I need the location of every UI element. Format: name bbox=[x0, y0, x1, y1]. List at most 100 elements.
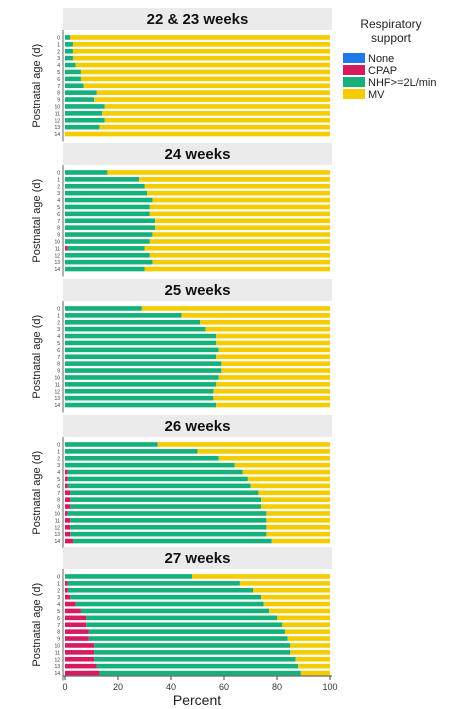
y-tick-label: 9 bbox=[57, 233, 60, 239]
y-tick-label: 5 bbox=[57, 205, 60, 211]
legend-label: CPAP bbox=[368, 65, 397, 77]
bar-nhf bbox=[72, 538, 272, 544]
bar-mv bbox=[155, 218, 330, 224]
bar-nhf bbox=[86, 622, 283, 628]
bar-cpap bbox=[65, 511, 68, 516]
y-tick-label: 14 bbox=[54, 267, 60, 273]
bar-cpap bbox=[65, 581, 68, 586]
y-tick-label: 8 bbox=[57, 226, 60, 232]
bar-mv bbox=[295, 656, 330, 662]
bar-nhf bbox=[65, 124, 100, 130]
bar-mv bbox=[149, 204, 330, 210]
y-tick-label: 6 bbox=[57, 348, 60, 354]
bar-nhf bbox=[65, 368, 222, 373]
y-tick-label: 12 bbox=[54, 657, 60, 663]
bar-nhf bbox=[65, 104, 105, 109]
y-tick-label: 1 bbox=[57, 42, 60, 48]
legend: Respiratory support NoneCPAPNHF>=2L/minM… bbox=[343, 17, 436, 101]
bar-cpap bbox=[65, 594, 71, 600]
bar-mv bbox=[213, 388, 330, 394]
bar-nhf bbox=[65, 319, 201, 325]
y-tick-label: 2 bbox=[57, 320, 60, 326]
y-tick-label: 5 bbox=[57, 70, 60, 76]
bar-nhf bbox=[99, 670, 301, 676]
y-tick-label: 14 bbox=[54, 671, 60, 677]
y-tick-label: 5 bbox=[57, 609, 60, 615]
y-tick-label: 3 bbox=[57, 191, 60, 197]
bar-cpap bbox=[65, 483, 68, 489]
bar-mv bbox=[277, 615, 330, 621]
bar-mv bbox=[144, 266, 330, 272]
bar-nhf bbox=[80, 608, 270, 614]
bar-nhf bbox=[65, 211, 150, 217]
bar-mv bbox=[157, 442, 330, 447]
y-axis-label: Postnatal age (d) bbox=[31, 451, 43, 535]
bar-mv bbox=[221, 361, 330, 366]
bar-mv bbox=[80, 69, 331, 75]
y-tick-label: 10 bbox=[54, 375, 60, 381]
y-tick-label: 10 bbox=[54, 511, 60, 517]
legend-title-line-1: Respiratory bbox=[360, 17, 421, 31]
bar-nhf bbox=[96, 663, 299, 669]
y-tick-label: 0 bbox=[57, 574, 60, 580]
panel-title: 25 weeks bbox=[165, 282, 231, 299]
bar-nhf bbox=[75, 601, 264, 607]
bar-cpap bbox=[65, 524, 71, 530]
y-tick-label: 9 bbox=[57, 369, 60, 375]
bar-mv bbox=[282, 622, 330, 628]
bar-mv bbox=[152, 232, 330, 237]
bar-nhf bbox=[65, 313, 182, 318]
panel-strip bbox=[63, 547, 332, 569]
bar-nhf bbox=[65, 382, 217, 387]
bar-mv bbox=[263, 601, 330, 607]
bar-nhf bbox=[70, 531, 267, 537]
bar-mv bbox=[192, 574, 330, 579]
panel-title: 26 weeks bbox=[165, 418, 231, 435]
y-tick-label: 9 bbox=[57, 637, 60, 643]
bar-nhf bbox=[67, 483, 251, 489]
bar-mv bbox=[266, 518, 330, 523]
bar-mv bbox=[104, 117, 330, 123]
bar-nhf bbox=[67, 476, 248, 482]
bar-mv bbox=[149, 211, 330, 217]
bar-nhf bbox=[65, 574, 193, 579]
bar-mv bbox=[269, 608, 330, 614]
bar-nhf bbox=[67, 511, 267, 516]
bar-nhf bbox=[86, 615, 277, 621]
y-axis-label: Postnatal age (d) bbox=[31, 583, 43, 667]
bar-cpap bbox=[65, 469, 68, 475]
bar-nhf bbox=[65, 170, 108, 175]
bar-mv bbox=[141, 306, 330, 311]
panel-title: 24 weeks bbox=[165, 146, 231, 163]
bar-nhf bbox=[67, 469, 243, 475]
bar-nhf bbox=[65, 442, 158, 447]
y-tick-label: 2 bbox=[57, 49, 60, 55]
bar-nhf bbox=[65, 340, 217, 346]
y-tick-label: 1 bbox=[57, 313, 60, 319]
bar-nhf bbox=[65, 204, 150, 210]
bar-mv bbox=[298, 663, 330, 669]
bar-nhf bbox=[65, 402, 217, 408]
bar-nhf bbox=[65, 449, 198, 454]
bar-nhf bbox=[65, 197, 153, 203]
bar-nhf bbox=[65, 462, 235, 468]
y-tick-label: 5 bbox=[57, 477, 60, 483]
bar-cpap bbox=[65, 650, 95, 655]
y-tick-label: 6 bbox=[57, 484, 60, 490]
bar-cpap bbox=[65, 608, 81, 614]
x-tick-label: 20 bbox=[113, 682, 123, 692]
y-tick-label: 1 bbox=[57, 581, 60, 587]
x-tick-label: 40 bbox=[166, 682, 176, 692]
bar-mv bbox=[149, 239, 330, 244]
bar-mv bbox=[104, 104, 330, 109]
bar-mv bbox=[147, 190, 330, 196]
bar-mv bbox=[218, 375, 330, 380]
y-tick-label: 13 bbox=[54, 125, 60, 131]
y-tick-label: 11 bbox=[55, 111, 60, 117]
bar-nhf bbox=[65, 218, 156, 224]
y-tick-label: 7 bbox=[57, 219, 60, 225]
bar-nhf bbox=[65, 239, 150, 244]
legend-title-line-2: support bbox=[371, 31, 412, 45]
